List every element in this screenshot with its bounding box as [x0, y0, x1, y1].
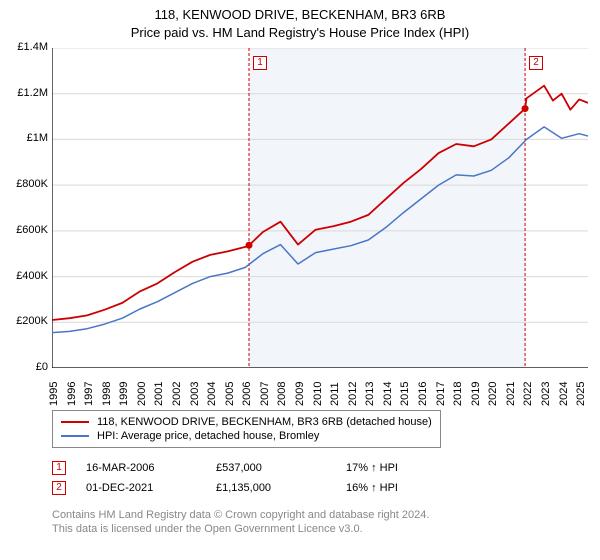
- legend: 118, KENWOOD DRIVE, BECKENHAM, BR3 6RB (…: [52, 410, 441, 448]
- y-tick-label: £1.2M: [0, 87, 48, 99]
- marker-label: 2: [529, 56, 543, 70]
- x-tick-label: 2018: [452, 382, 464, 406]
- y-tick-label: £1M: [0, 132, 48, 144]
- title-line2: Price paid vs. HM Land Registry's House …: [131, 25, 469, 40]
- x-tick-label: 2004: [206, 382, 218, 406]
- y-tick-label: £600K: [0, 224, 48, 236]
- legend-swatch-1: [61, 435, 89, 437]
- x-tick-label: 1998: [101, 382, 113, 406]
- attribution-line1: Contains HM Land Registry data © Crown c…: [52, 509, 429, 521]
- legend-label-0: 118, KENWOOD DRIVE, BECKENHAM, BR3 6RB (…: [97, 416, 432, 428]
- attribution-line2: This data is licensed under the Open Gov…: [52, 523, 363, 535]
- x-tick-label: 2010: [312, 382, 324, 406]
- legend-row-1: HPI: Average price, detached house, Brom…: [61, 429, 432, 443]
- y-tick-label: £200K: [0, 315, 48, 327]
- attribution: Contains HM Land Registry data © Crown c…: [52, 508, 429, 537]
- x-tick-label: 1996: [66, 382, 78, 406]
- x-tick-label: 2006: [241, 382, 253, 406]
- title-line1: 118, KENWOOD DRIVE, BECKENHAM, BR3 6RB: [155, 7, 446, 22]
- x-tick-label: 1999: [118, 382, 130, 406]
- transaction-marker-0: 1: [52, 461, 66, 475]
- x-tick-label: 2007: [259, 382, 271, 406]
- x-tick-label: 2024: [558, 382, 570, 406]
- x-tick-label: 2017: [435, 382, 447, 406]
- y-tick-label: £800K: [0, 178, 48, 190]
- transaction-row-1: 2 01-DEC-2021 £1,135,000 16% ↑ HPI: [52, 478, 456, 498]
- y-tick-label: £0: [0, 361, 48, 373]
- x-tick-label: 1995: [48, 382, 60, 406]
- legend-row-0: 118, KENWOOD DRIVE, BECKENHAM, BR3 6RB (…: [61, 415, 432, 429]
- transaction-date-0: 16-MAR-2006: [86, 462, 196, 474]
- chart-svg: [52, 48, 588, 368]
- chart-container: 118, KENWOOD DRIVE, BECKENHAM, BR3 6RB P…: [0, 0, 600, 560]
- x-tick-label: 2009: [294, 382, 306, 406]
- x-tick-label: 2022: [522, 382, 534, 406]
- x-tick-label: 2020: [487, 382, 499, 406]
- y-tick-label: £1.4M: [0, 41, 48, 53]
- x-tick-label: 2011: [329, 382, 341, 406]
- x-tick-label: 2014: [382, 382, 394, 406]
- transaction-date-1: 01-DEC-2021: [86, 482, 196, 494]
- transaction-price-1: £1,135,000: [216, 482, 326, 494]
- x-tick-label: 2012: [347, 382, 359, 406]
- transaction-row-0: 1 16-MAR-2006 £537,000 17% ↑ HPI: [52, 458, 456, 478]
- x-tick-label: 2015: [399, 382, 411, 406]
- transaction-delta-1: 16% ↑ HPI: [346, 482, 456, 494]
- x-tick-label: 2019: [470, 382, 482, 406]
- x-tick-label: 2016: [417, 382, 429, 406]
- x-tick-label: 2025: [575, 382, 587, 406]
- x-tick-label: 2001: [153, 382, 165, 406]
- x-tick-label: 2021: [505, 382, 517, 406]
- x-tick-label: 1997: [83, 382, 95, 406]
- x-tick-label: 2002: [171, 382, 183, 406]
- transaction-marker-1: 2: [52, 481, 66, 495]
- transaction-delta-0: 17% ↑ HPI: [346, 462, 456, 474]
- x-tick-label: 2005: [224, 382, 236, 406]
- transactions-table: 1 16-MAR-2006 £537,000 17% ↑ HPI 2 01-DE…: [52, 458, 456, 498]
- transaction-price-0: £537,000: [216, 462, 326, 474]
- marker-label: 1: [253, 56, 267, 70]
- y-tick-label: £400K: [0, 270, 48, 282]
- legend-swatch-0: [61, 421, 89, 423]
- x-tick-label: 2008: [276, 382, 288, 406]
- x-tick-label: 2023: [540, 382, 552, 406]
- x-tick-label: 2003: [189, 382, 201, 406]
- plot-area: [52, 48, 588, 368]
- legend-label-1: HPI: Average price, detached house, Brom…: [97, 430, 319, 442]
- x-tick-label: 2013: [364, 382, 376, 406]
- x-tick-label: 2000: [136, 382, 148, 406]
- chart-title: 118, KENWOOD DRIVE, BECKENHAM, BR3 6RB P…: [0, 0, 600, 42]
